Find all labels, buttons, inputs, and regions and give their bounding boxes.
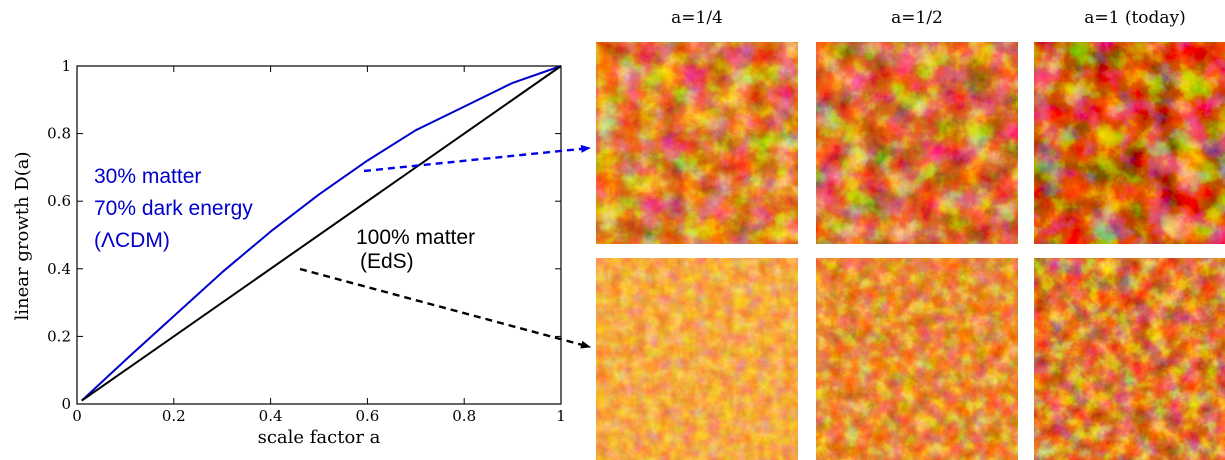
x-tick-label: 0.8	[452, 407, 476, 425]
panel-lcdm-quarter	[596, 42, 798, 244]
plot-frame	[76, 65, 562, 405]
lcdm-annotation-line2: 70% dark energy	[94, 197, 253, 220]
eds-annotation-line1: 100% matter	[356, 226, 475, 249]
column-title-quarter: a=1/4	[671, 8, 723, 28]
y-tick-label: 0.4	[47, 260, 71, 278]
y-tick-label: 0	[61, 395, 71, 413]
lcdm-annotation-line3: (ΛCDM)	[94, 229, 170, 252]
lcdm-annotation-line1: 30% matter	[94, 165, 201, 188]
y-axis-label: linear growth D(a)	[12, 152, 33, 321]
series-line-lcdm	[81, 65, 562, 402]
panel-lcdm-half	[816, 42, 1018, 244]
x-tick-label: 0.6	[355, 407, 379, 425]
y-tick-label: 0.2	[47, 327, 71, 345]
column-title-today: a=1 (today)	[1084, 8, 1186, 28]
axis-ticks: 0 0.2 0.4 0.6 0.8 1 0 0.2 0.4 0.6 0.8 1	[47, 57, 566, 425]
x-tick-label: 0	[72, 407, 82, 425]
column-title-half: a=1/2	[891, 8, 943, 28]
growth-chart: 0 0.2 0.4 0.6 0.8 1 0 0.2 0.4 0.6 0.8 1 scale facto…	[12, 57, 566, 448]
eds-annotation-line2: (EdS)	[360, 250, 414, 273]
panel-eds-today	[1034, 258, 1225, 460]
y-tick-label: 0.8	[47, 125, 71, 143]
x-tick-label: 0.4	[259, 407, 283, 425]
series-line-eds	[81, 65, 562, 402]
x-tick-label: 1	[556, 407, 566, 425]
y-tick-label: 0.6	[47, 192, 71, 210]
panel-lcdm-today	[1034, 42, 1225, 244]
y-tick-label: 1	[61, 57, 71, 75]
x-tick-label: 0.2	[162, 407, 186, 425]
series-group	[81, 65, 562, 402]
panel-eds-quarter	[596, 258, 798, 460]
panel-eds-half	[816, 258, 1018, 460]
x-axis-label: scale factor a	[258, 427, 381, 448]
